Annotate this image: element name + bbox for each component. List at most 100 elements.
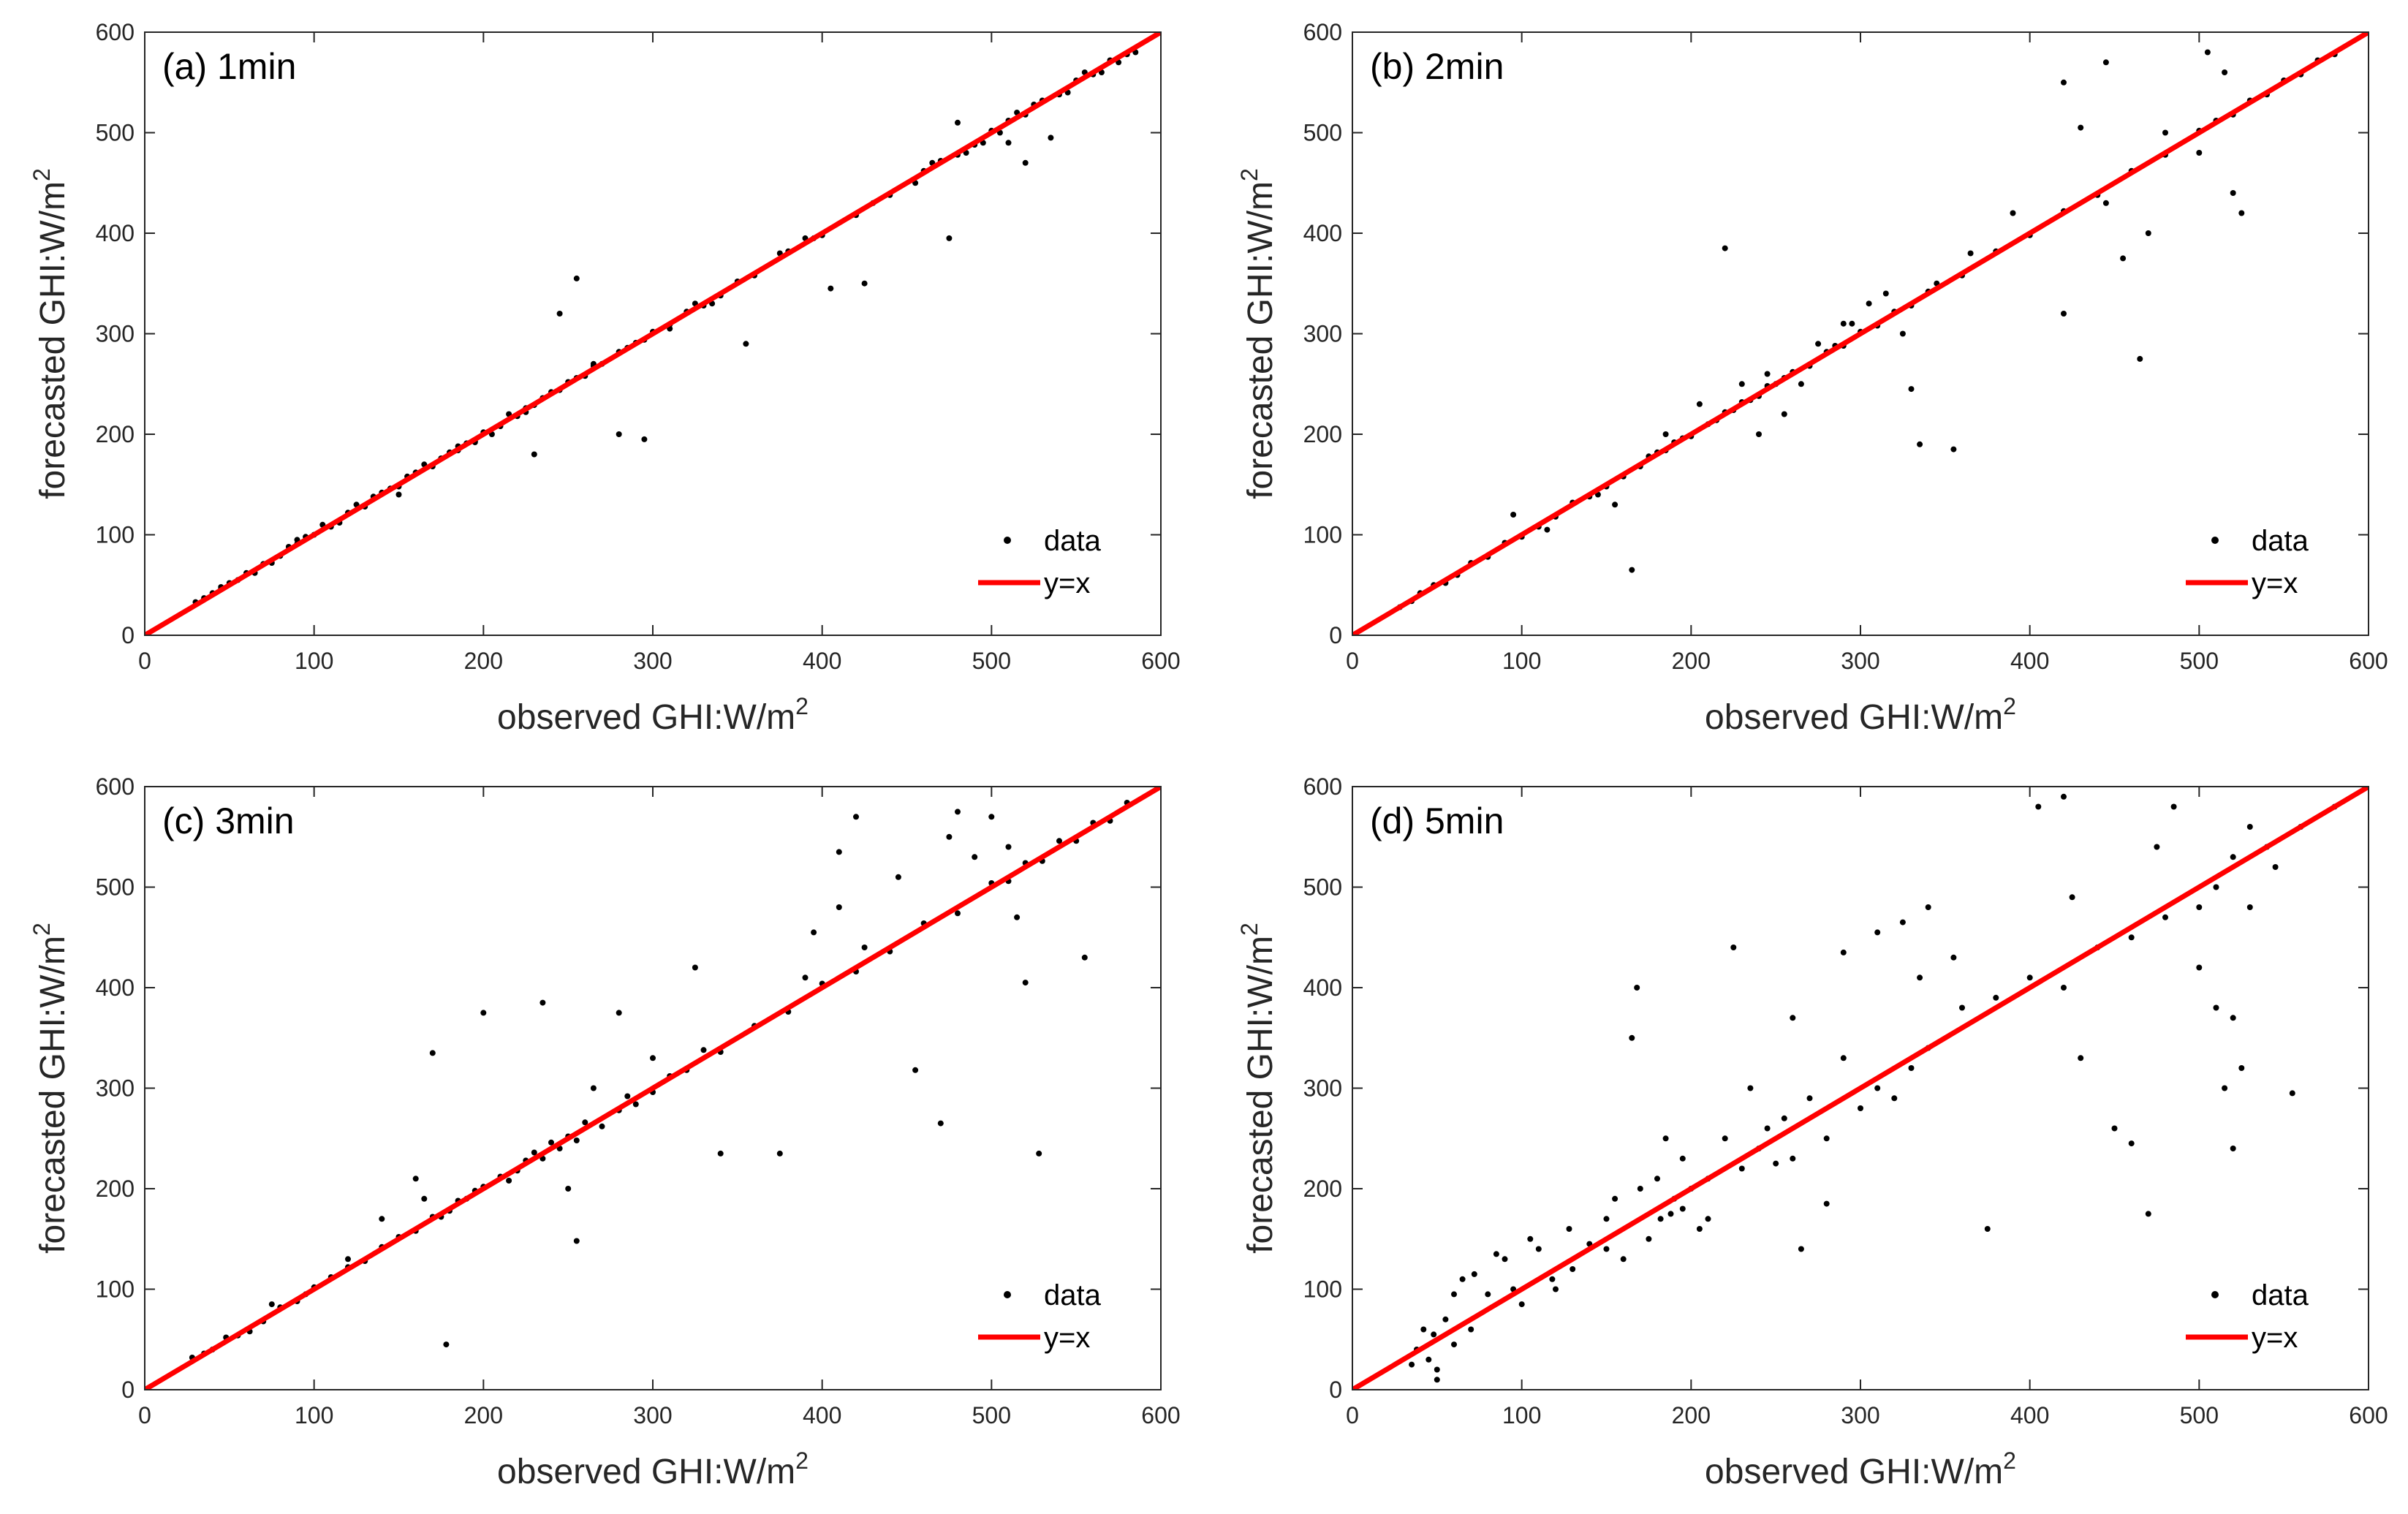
legend-data-label: data	[2252, 525, 2309, 557]
data-point	[1612, 1195, 1618, 1202]
data-point	[1553, 1286, 1559, 1292]
y-axis-label: forecasted GHI:W/m2	[1236, 923, 1280, 1254]
data-point	[2246, 824, 2253, 830]
data-point	[1722, 1135, 1728, 1142]
y-tick-label: 600	[96, 773, 135, 800]
data-point	[2238, 210, 2245, 216]
subplot-d: 0 100 200 300 400 500 600 0100200300400500600 …	[1236, 773, 2388, 1491]
y-axis-label-text: forecasted GHI:W/m	[34, 936, 72, 1254]
data-point	[1764, 371, 1771, 377]
x-tick-label: 200	[1672, 1402, 1711, 1428]
y-tick-label: 200	[96, 421, 135, 447]
y-tick-label: 300	[96, 321, 135, 347]
data-point	[2010, 210, 2016, 216]
data-point	[1637, 1186, 1643, 1192]
data-point	[506, 1178, 512, 1184]
data-point	[2272, 864, 2279, 870]
y-tick-label: 500	[96, 874, 135, 901]
y-tick-label: 400	[1303, 974, 1342, 1001]
data-point	[1823, 1135, 1830, 1142]
x-tick-label: 100	[295, 1402, 333, 1428]
x-tick-label: 100	[295, 648, 333, 674]
data-point	[912, 1067, 919, 1073]
y-tick-label: 300	[96, 1075, 135, 1102]
x-tick-label: 600	[2349, 1402, 2388, 1428]
data-point	[836, 904, 842, 910]
legend: data y=x	[2186, 1279, 2309, 1354]
data-point	[1468, 1326, 1474, 1333]
data-point	[1431, 1331, 1437, 1338]
panel-title: (c) 3min	[162, 800, 295, 841]
data-point	[1849, 320, 1855, 327]
x-tick-label: 0	[1346, 1402, 1359, 1428]
y-equals-x-line	[1352, 32, 2369, 635]
data-point	[2078, 1055, 2084, 1061]
data-point	[1056, 838, 1062, 844]
panel-title: (b) 2min	[1370, 46, 1504, 87]
data-point	[717, 1150, 724, 1157]
x-tick-label: 100	[1502, 648, 1541, 674]
data-point	[692, 964, 698, 971]
y-axis-label-text: forecasted GHI:W/m	[1241, 181, 1280, 499]
data-point	[1815, 341, 1822, 347]
data-point	[861, 280, 868, 287]
data-point	[590, 1085, 597, 1091]
data-point	[2137, 355, 2143, 362]
y-tick-label: 0	[1329, 622, 1342, 648]
data-point	[2162, 914, 2168, 920]
data-point	[599, 1123, 605, 1129]
data-point	[2196, 964, 2203, 971]
data-point	[1882, 290, 1889, 297]
data-point	[1730, 945, 1737, 950]
y-equals-x-line	[145, 787, 1161, 1390]
plot-content	[1352, 787, 2369, 1390]
x-axis-label: observed GHI:W/m2	[497, 1447, 809, 1491]
data-point	[1984, 1226, 1991, 1232]
data-point	[421, 1195, 428, 1202]
y-tick-label: 600	[96, 19, 135, 45]
x-axis-ticks: 0 100 200 300 400 500 600	[1346, 32, 2388, 674]
y-tick-label: 100	[96, 1276, 135, 1303]
data-point	[1925, 904, 1931, 910]
y-axis-label-superscript: 2	[29, 923, 55, 936]
x-axis-label: observed GHI:W/m2	[1705, 1447, 2016, 1491]
data-point	[1950, 446, 1957, 453]
x-axis-label: observed GHI:W/m2	[1705, 693, 2016, 737]
data-point	[1409, 1361, 1415, 1368]
data-point	[1451, 1291, 1457, 1298]
y-tick-label: 200	[96, 1176, 135, 1202]
data-point	[1917, 974, 1923, 981]
y-axis-ticks: 0 100 200 300 400 500 600	[1303, 773, 2369, 1403]
data-point	[1840, 1055, 1847, 1061]
data-point	[1036, 1150, 1042, 1157]
data-point	[1891, 1095, 1898, 1102]
data-point	[1858, 1105, 1863, 1111]
data-point	[1764, 1125, 1771, 1132]
x-tick-label: 400	[2010, 648, 2049, 674]
legend-data-marker	[2211, 1291, 2219, 1298]
x-axis-ticks: 0 100 200 300 400 500 600	[138, 787, 1181, 1428]
data-point	[1874, 929, 1881, 936]
data-point	[955, 119, 961, 126]
data-point	[2230, 854, 2236, 860]
legend-data-label: data	[2252, 1279, 2309, 1311]
y-tick-label: 200	[1303, 1176, 1342, 1202]
data-point	[1790, 1015, 1796, 1021]
data-point	[1518, 1301, 1525, 1308]
data-point	[1005, 844, 1012, 850]
data-point	[1696, 401, 1703, 407]
data-point	[268, 1301, 275, 1308]
data-point	[650, 1055, 656, 1061]
x-tick-label: 500	[2180, 1402, 2219, 1428]
legend-data-marker	[1004, 1291, 1011, 1298]
data-point	[1048, 135, 1054, 141]
data-point	[1667, 1211, 1674, 1217]
data-point	[1738, 1165, 1745, 1172]
x-tick-label: 300	[1841, 1402, 1879, 1428]
data-point	[1570, 1266, 1576, 1272]
y-tick-label: 0	[1329, 1377, 1342, 1403]
data-point	[345, 1256, 351, 1263]
data-point	[1967, 250, 1974, 257]
data-point	[2204, 49, 2211, 56]
